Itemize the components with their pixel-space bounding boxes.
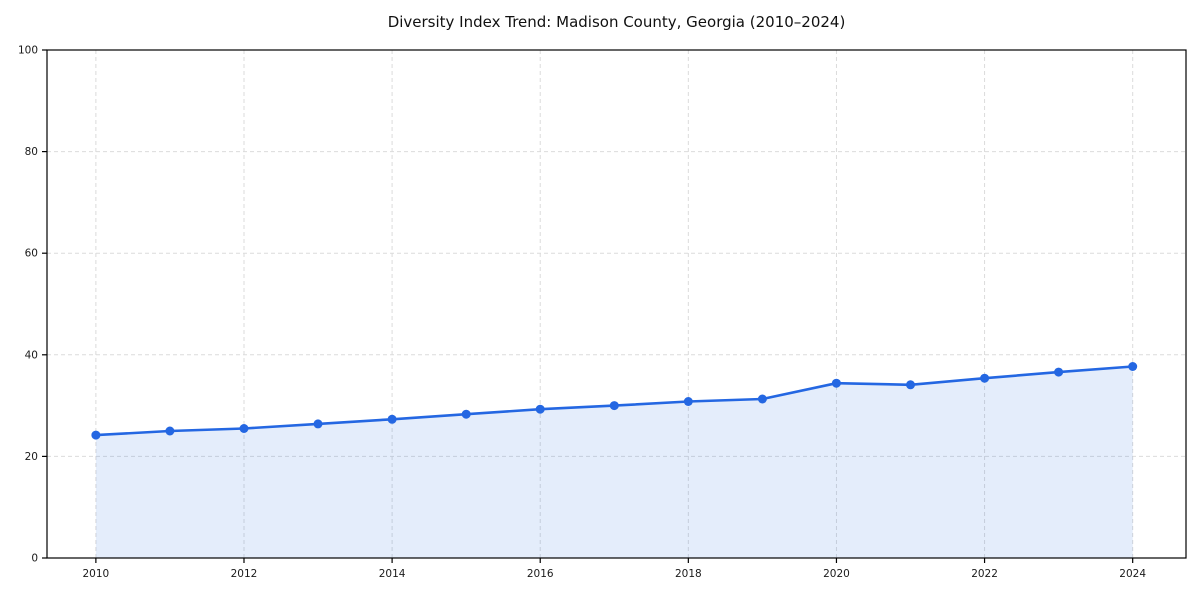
x-tick-label: 2010: [83, 568, 110, 580]
y-tick-label: 100: [18, 45, 38, 57]
chart-title: Diversity Index Trend: Madison County, G…: [387, 13, 846, 31]
data-point-2022: [980, 373, 990, 383]
y-tick-label: 60: [25, 248, 38, 260]
x-tick-label: 2012: [231, 568, 258, 580]
data-point-2014: [387, 414, 397, 424]
data-point-2020: [831, 378, 841, 388]
x-tick-label: 2020: [823, 568, 850, 580]
y-tick-label: 20: [25, 451, 38, 463]
data-point-2021: [906, 380, 915, 390]
x-tick-label: 2022: [971, 568, 998, 580]
data-point-2010: [91, 430, 101, 440]
data-point-2013: [313, 419, 323, 429]
data-point-2023: [1054, 367, 1064, 377]
x-tick-label: 2016: [527, 568, 554, 580]
data-point-2012: [239, 424, 249, 433]
y-tick-label: 40: [25, 349, 38, 361]
data-point-2024: [1128, 362, 1138, 371]
area-fill: [95, 366, 1133, 558]
x-tick-label: 2014: [379, 568, 406, 580]
y-tick-label: 0: [31, 553, 38, 565]
x-tick-label: 2024: [1119, 568, 1146, 580]
data-point-2016: [535, 404, 545, 414]
plot-border: [46, 49, 1187, 559]
data-point-2017: [609, 401, 619, 411]
data-point-2015: [461, 409, 471, 419]
data-point-2019: [757, 394, 767, 404]
x-tick-label: 2018: [675, 568, 702, 580]
y-tick-label: 80: [25, 146, 38, 158]
data-point-2011: [165, 426, 175, 436]
data-point-2018: [683, 397, 693, 406]
